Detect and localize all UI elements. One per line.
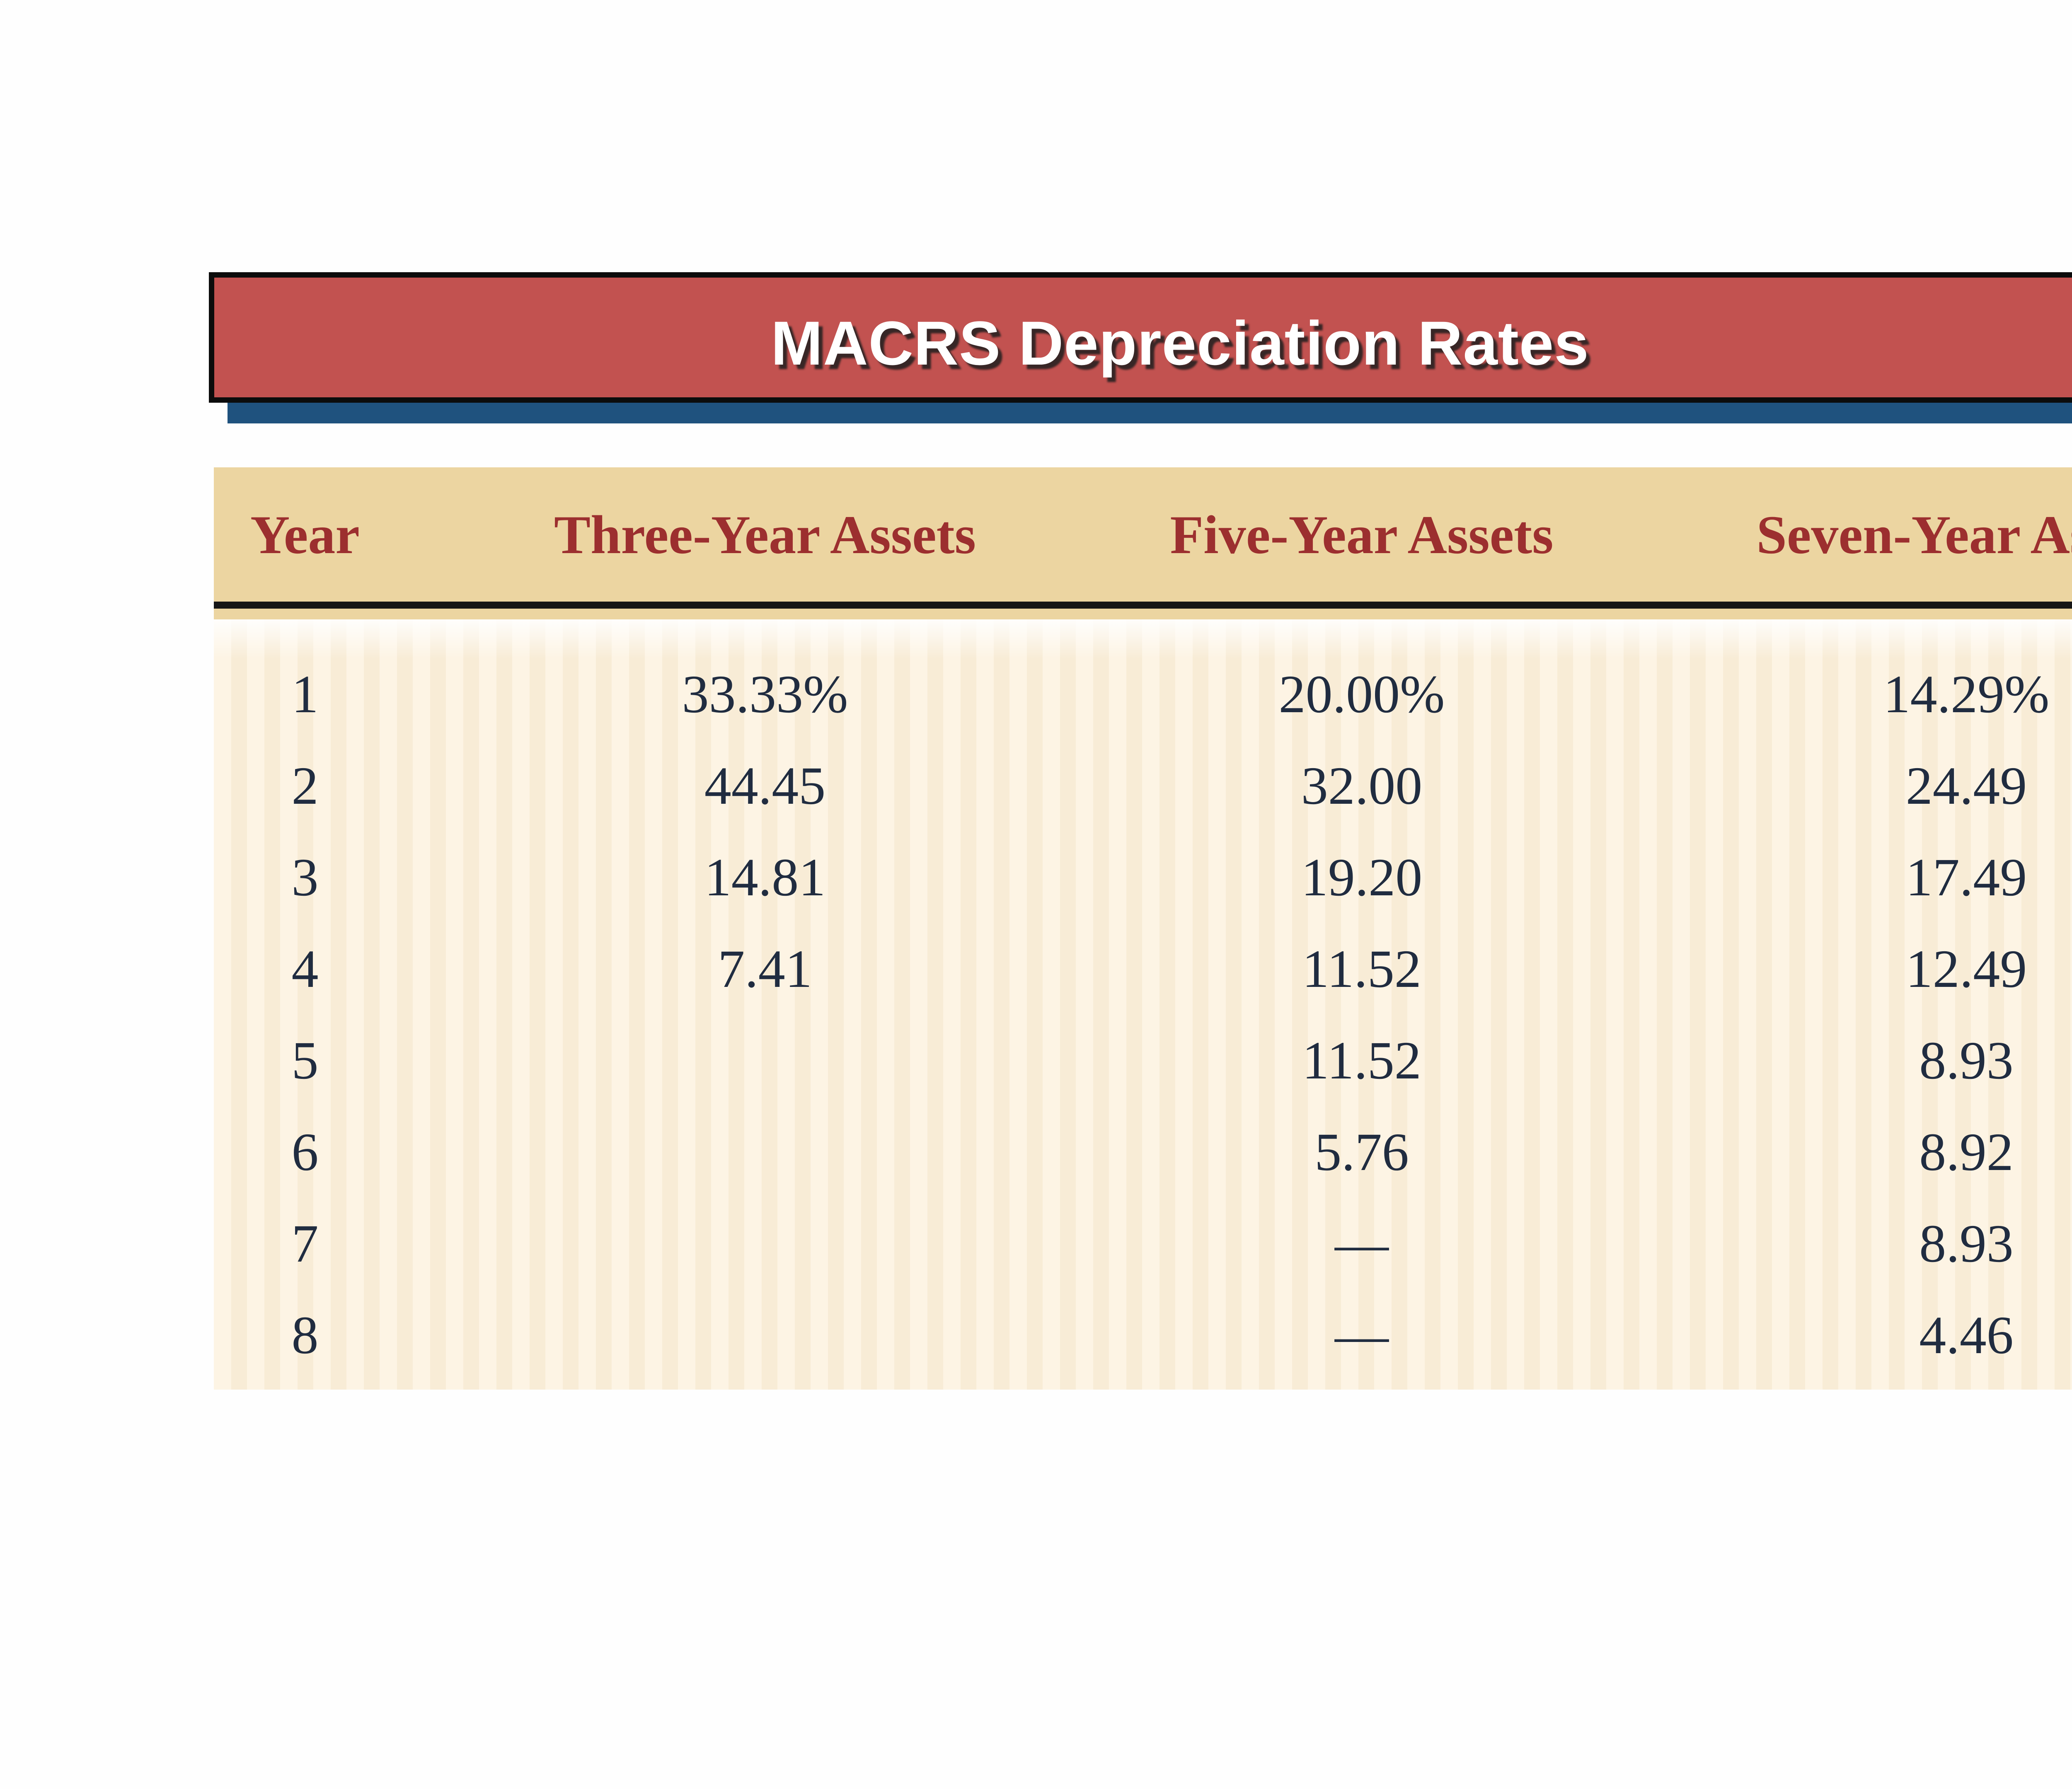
cell-year: 8 xyxy=(291,1305,319,1365)
cell-year: 2 xyxy=(291,756,319,816)
table-row: 7 — 8.93 xyxy=(214,1198,2072,1289)
cell-year: 6 xyxy=(291,1122,319,1182)
column-header-five-year: Five-Year Assets xyxy=(1170,504,1554,565)
column-header-seven-year: Seven-Year Assets xyxy=(1756,504,2072,565)
table-row: 6 5.76 8.92 xyxy=(214,1106,2072,1198)
table-row: 2 44.45 32.00 24.49 xyxy=(214,740,2072,832)
table-header-row: Year Three-Year Assets Five-Year Assets … xyxy=(214,467,2072,619)
cell-year: 3 xyxy=(291,847,319,907)
header-divider-rule xyxy=(214,602,2072,609)
cell-seven-year: 17.49 xyxy=(1905,847,2027,907)
cell-five-year: 11.52 xyxy=(1302,1030,1421,1090)
cell-seven-year: 12.49 xyxy=(1905,939,2027,999)
cell-year: 4 xyxy=(291,939,319,999)
cell-seven-year: 24.49 xyxy=(1905,756,2027,816)
cell-five-year: 19.20 xyxy=(1301,847,1423,907)
cell-five-year: 32.00 xyxy=(1301,756,1423,816)
cell-three-year: 14.81 xyxy=(704,847,826,907)
cell-five-year: 5.76 xyxy=(1314,1122,1409,1182)
cell-five-year: — xyxy=(1335,1305,1389,1365)
cell-five-year: — xyxy=(1335,1214,1389,1274)
table-body: 1 33.33% 20.00% 14.29% 2 44.45 32.00 24.… xyxy=(214,619,2072,1390)
cell-five-year: 11.52 xyxy=(1302,939,1421,999)
cell-year: 1 xyxy=(291,664,319,724)
cell-three-year: 7.41 xyxy=(718,939,812,999)
cell-seven-year: 8.92 xyxy=(1919,1122,2014,1182)
table-row: 3 14.81 19.20 17.49 xyxy=(214,832,2072,923)
title-banner: MACRS Depreciation Rates xyxy=(209,272,2072,403)
cell-three-year: 44.45 xyxy=(704,756,826,816)
table-row: 4 7.41 11.52 12.49 xyxy=(214,923,2072,1015)
column-header-year: Year xyxy=(250,504,360,565)
table-row: 1 33.33% 20.00% 14.29% xyxy=(214,648,2072,740)
cell-year: 5 xyxy=(291,1030,319,1090)
cell-seven-year: 8.93 xyxy=(1919,1214,2014,1274)
table-row: 5 11.52 8.93 xyxy=(214,1015,2072,1106)
cell-three-year: 33.33% xyxy=(682,664,848,724)
cell-five-year: 20.00% xyxy=(1278,664,1445,724)
column-header-three-year: Three-Year Assets xyxy=(554,504,976,565)
macrs-rates-table: Year Three-Year Assets Five-Year Assets … xyxy=(214,467,2072,1390)
cell-seven-year: 8.93 xyxy=(1919,1030,2014,1090)
cell-seven-year: 4.46 xyxy=(1919,1305,2014,1365)
page-title: MACRS Depreciation Rates xyxy=(771,308,1589,378)
cell-year: 7 xyxy=(291,1214,319,1274)
cell-seven-year: 14.29% xyxy=(1883,664,2050,724)
table-row: 8 — 4.46 xyxy=(214,1289,2072,1381)
